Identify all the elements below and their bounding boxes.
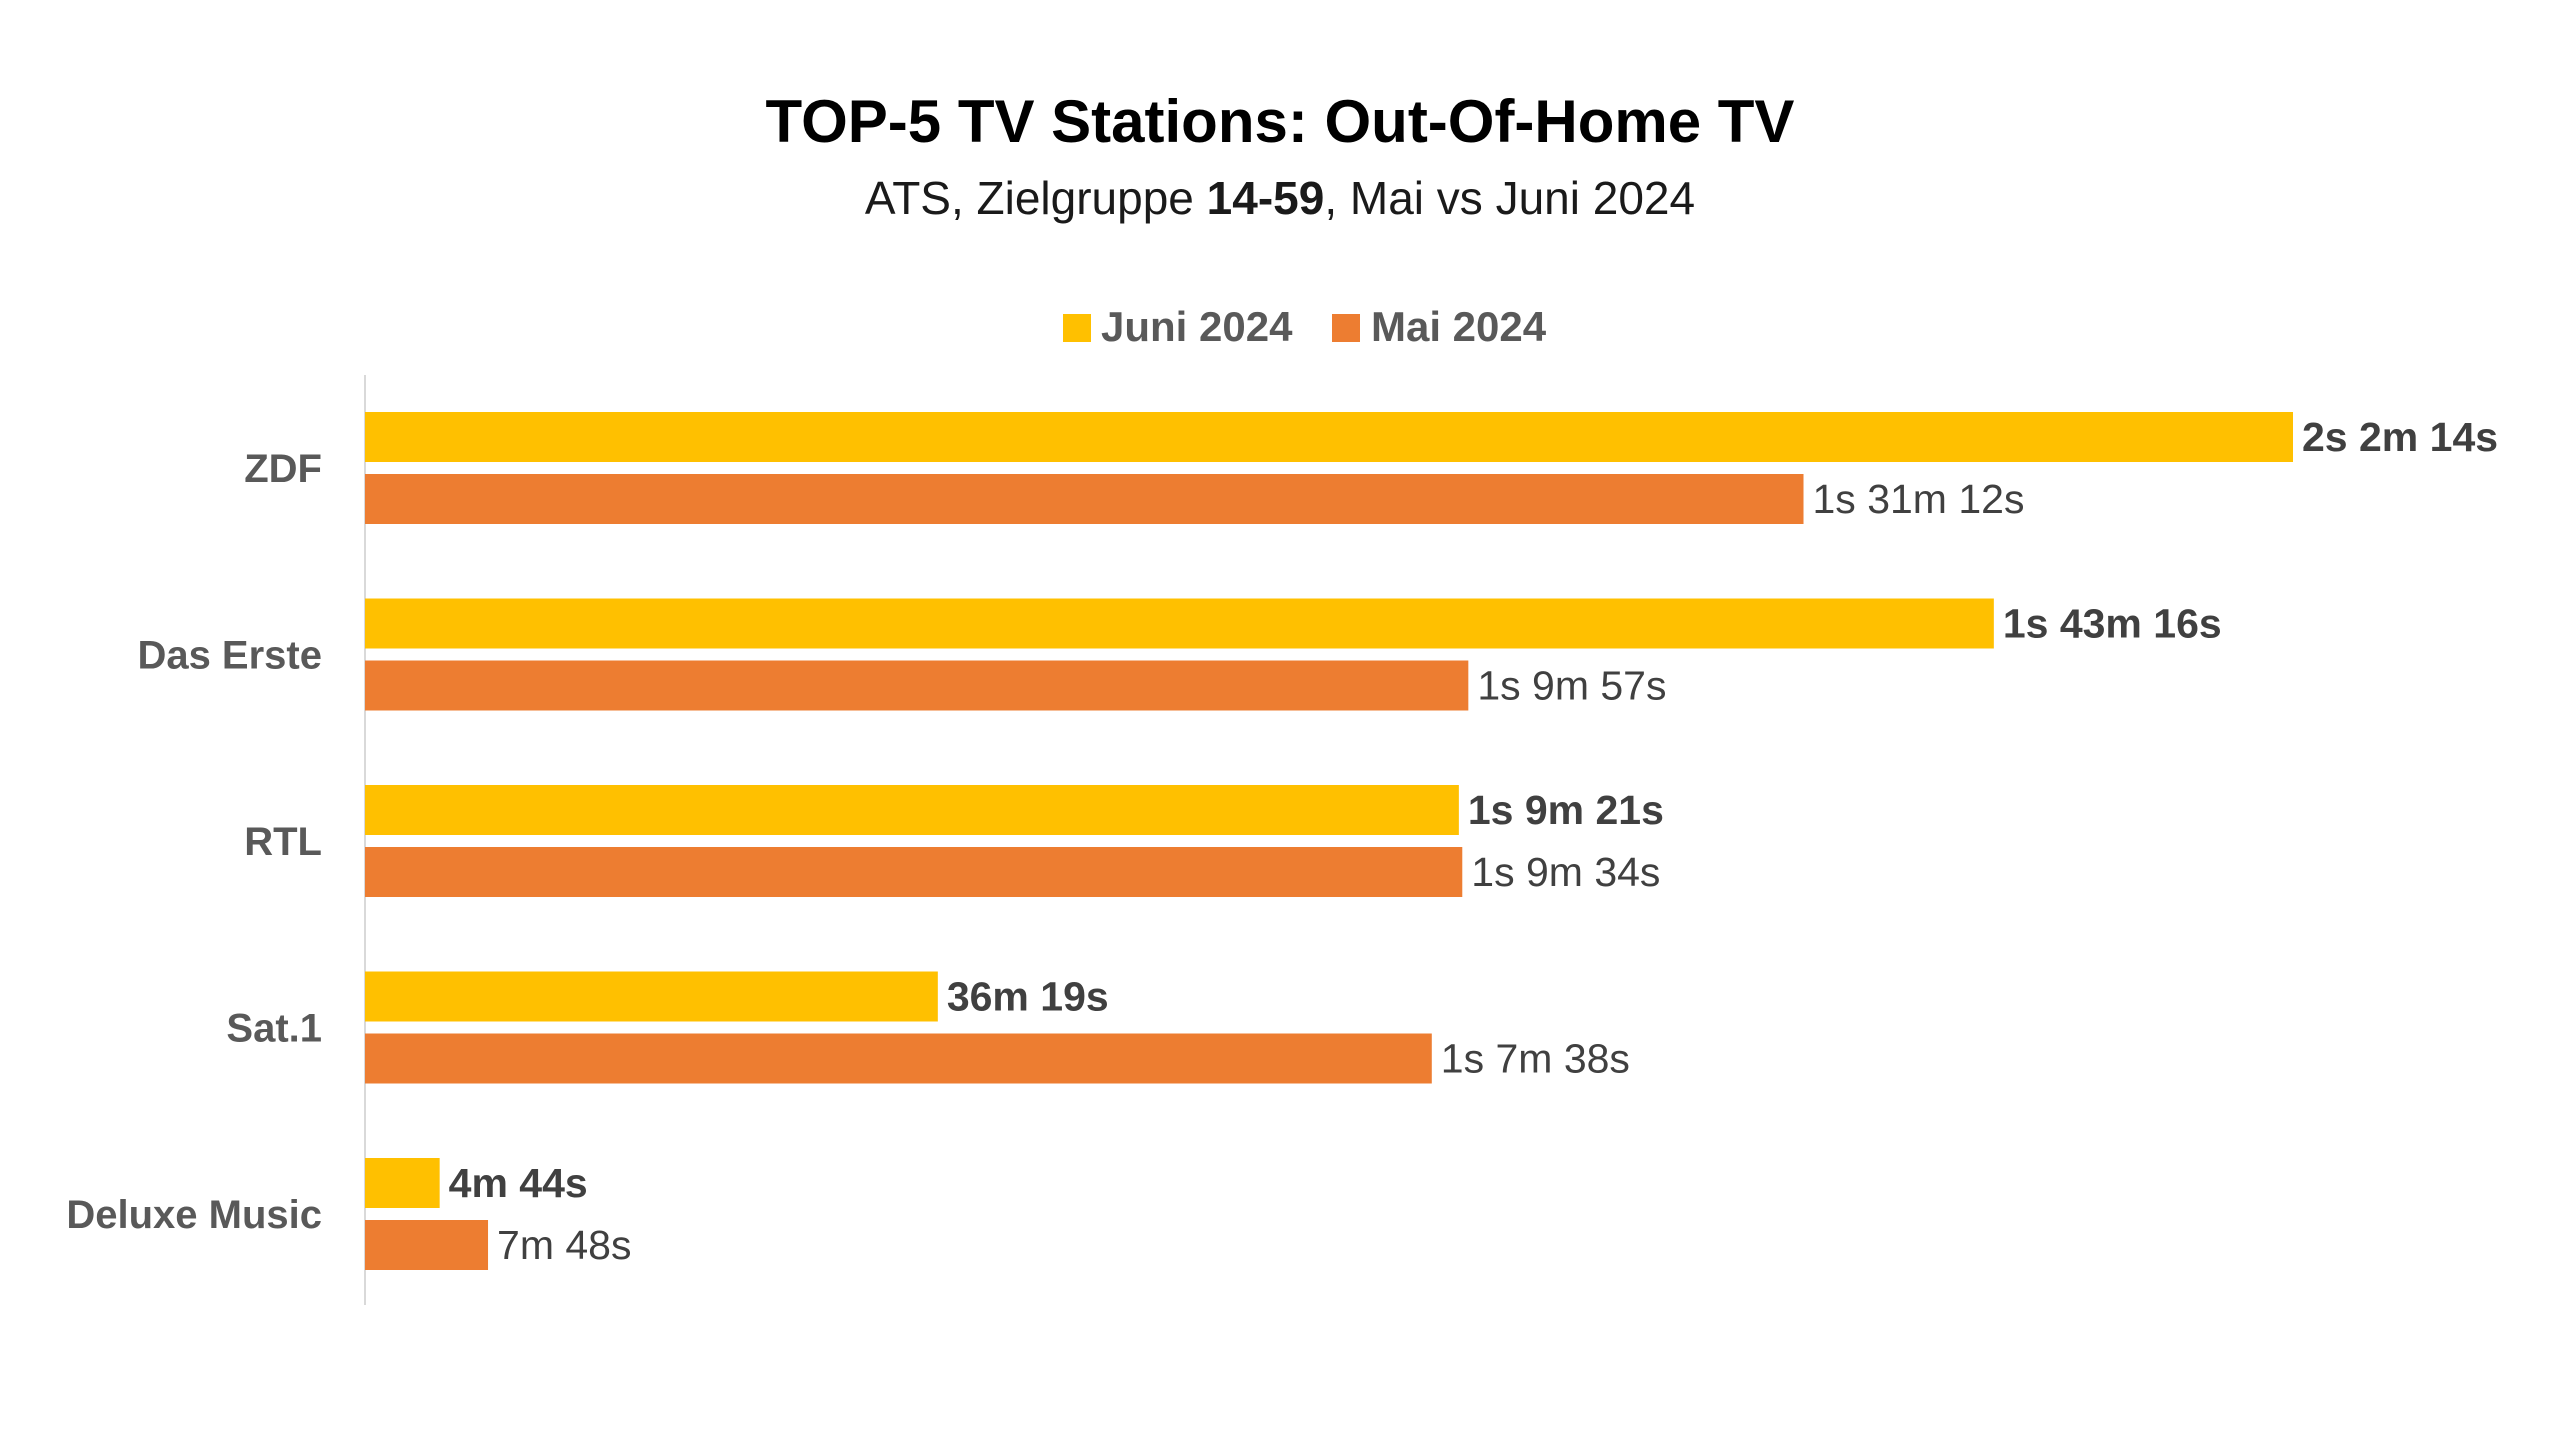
bars [365,412,2293,1270]
bar [365,660,1469,711]
chart-title: TOP-5 TV Stations: Out-Of-Home TV [766,88,1795,155]
bar [365,847,1463,897]
data-label: 36m 19s [947,974,1109,1020]
bar [365,412,2293,462]
category-label: ZDF [244,447,322,491]
chart-subtitle-part: 14-59 [1207,172,1325,224]
category-label: Sat.1 [226,1007,322,1051]
legend-label: Juni 2024 [1101,303,1293,350]
chart-subtitle: ATS, Zielgruppe 14-59, Mai vs Juni 2024 [865,172,1695,224]
bar [365,1158,440,1208]
bar [365,474,1804,524]
bar [365,971,938,1022]
data-label: 1s 7m 38s [1441,1036,1630,1082]
data-label: 2s 2m 14s [2302,414,2498,460]
category-label: Deluxe Music [66,1193,322,1237]
data-label: 1s 31m 12s [1813,476,2025,522]
category-label: Das Erste [137,634,322,678]
chart-subtitle-part: ATS, Zielgruppe [865,172,1207,224]
data-label: 1s 43m 16s [2003,601,2222,647]
bar [365,598,1994,649]
legend: Juni 2024 Mai 2024 [1063,303,1547,350]
legend-swatch [1063,314,1091,342]
legend-swatch [1332,314,1360,342]
chart-subtitle-part: , Mai vs Juni 2024 [1324,172,1695,224]
bar [365,1220,489,1270]
bar [365,785,1459,835]
category-labels: ZDF Das Erste RTL Sat.1 Deluxe Music [66,447,322,1237]
data-label: 7m 48s [497,1222,631,1268]
bar [365,1033,1432,1084]
data-label: 4m 44s [449,1160,588,1206]
data-label: 1s 9m 34s [1471,849,1660,895]
legend-label: Mai 2024 [1371,303,1547,350]
data-label: 1s 9m 21s [1468,787,1664,833]
data-labels: 2s 2m 14s 1s 31m 12s 1s 43m 16s 1s 9m 57s 1s… [449,414,2498,1268]
data-label: 1s 9m 57s [1477,663,1666,709]
category-label: RTL [244,820,322,864]
